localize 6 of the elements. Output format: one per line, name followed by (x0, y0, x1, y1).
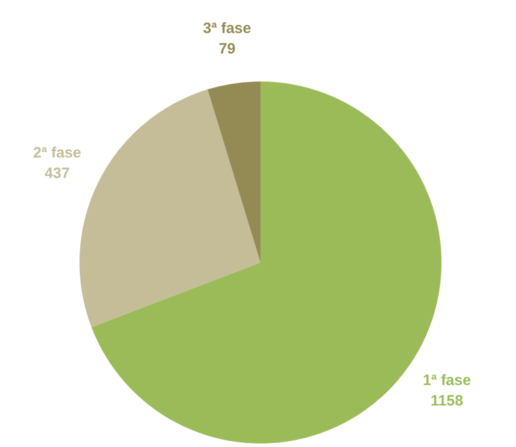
data-label: 1158 (430, 392, 464, 410)
slice-label: 1ª fase (422, 372, 471, 389)
slice-label: 2ª fase (33, 144, 82, 162)
data-label: 79 (218, 40, 236, 58)
slice-label: 3ª fase (203, 20, 252, 38)
data-label: 437 (44, 164, 70, 182)
